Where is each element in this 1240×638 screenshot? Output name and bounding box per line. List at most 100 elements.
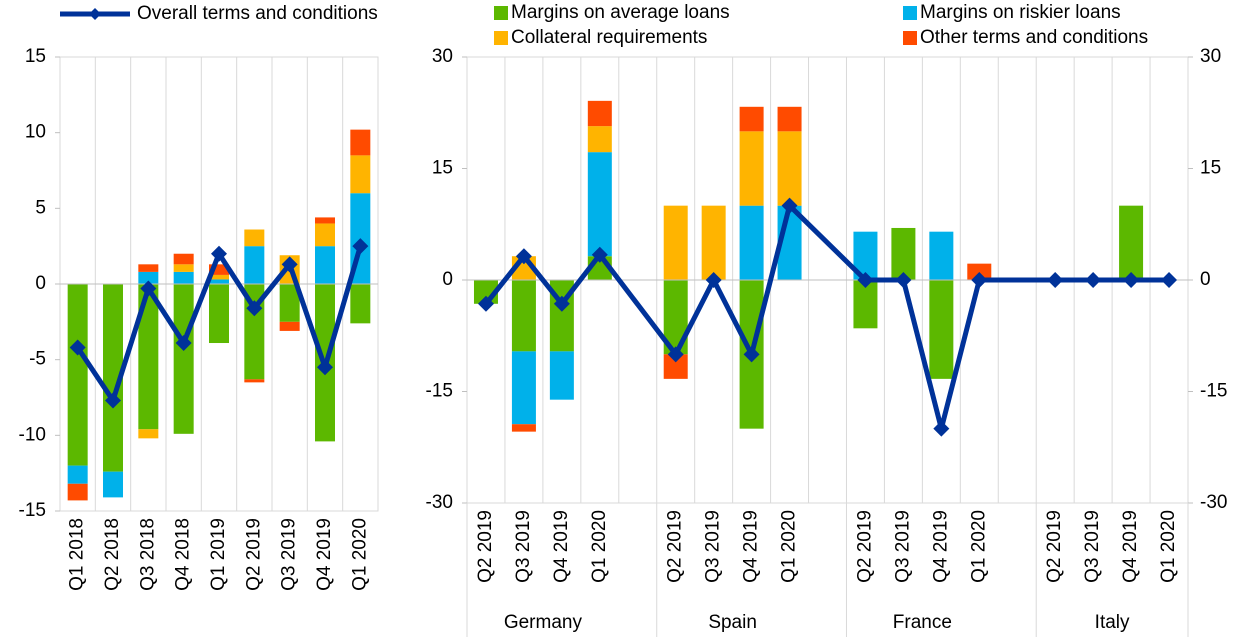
bar-segment bbox=[663, 205, 688, 280]
line-marker bbox=[971, 272, 988, 288]
y2-tick-label: -15 bbox=[1200, 381, 1227, 402]
line-marker bbox=[781, 197, 798, 214]
bar-segment bbox=[173, 271, 194, 284]
line-marker bbox=[1047, 272, 1064, 288]
y-tick-label: 15 bbox=[25, 46, 46, 67]
line-marker bbox=[743, 346, 760, 363]
y-tick-label: 0 bbox=[442, 269, 453, 290]
bar-segment bbox=[279, 321, 300, 331]
legend-label: Margins on riskier loans bbox=[920, 2, 1121, 23]
bar-segment bbox=[138, 284, 159, 430]
bar-segment bbox=[1119, 205, 1144, 280]
line-marker bbox=[705, 272, 722, 288]
bar-segment bbox=[315, 217, 335, 224]
x-tick-label: Q1 2020 bbox=[1158, 510, 1179, 583]
x-tick-label: Q4 2018 bbox=[173, 518, 194, 591]
bar-segment bbox=[209, 279, 229, 284]
bar-segment bbox=[891, 227, 916, 280]
x-tick-label: Q4 2019 bbox=[930, 510, 951, 583]
x-tick-label: Q2 2019 bbox=[475, 510, 496, 583]
bar-segment bbox=[350, 284, 371, 324]
y2-tick-label: 30 bbox=[1200, 46, 1221, 67]
x-tick-label: Q1 2020 bbox=[779, 510, 800, 583]
bar-segment bbox=[103, 284, 123, 472]
legend-swatch bbox=[903, 31, 917, 45]
y-tick-label: 5 bbox=[35, 197, 46, 218]
line-marker bbox=[895, 272, 912, 288]
x-tick-label: Q2 2019 bbox=[665, 510, 686, 583]
bar-segment bbox=[739, 205, 764, 280]
x-tick-label: Q1 2020 bbox=[349, 518, 370, 591]
x-tick-label: Q2 2018 bbox=[102, 518, 123, 591]
bar-segment bbox=[739, 106, 764, 132]
line-marker bbox=[211, 245, 227, 262]
x-tick-label: Q4 2019 bbox=[551, 510, 572, 583]
bar-segment bbox=[587, 152, 612, 257]
legend-label: Overall terms and conditions bbox=[137, 3, 378, 24]
x-tick-label: Q1 2018 bbox=[67, 518, 88, 591]
bar-segment bbox=[777, 106, 802, 132]
bar-segment bbox=[173, 264, 194, 272]
y-tick-label: -30 bbox=[426, 492, 453, 513]
bar-segment bbox=[103, 471, 123, 498]
line-marker bbox=[246, 300, 263, 317]
bar-segment bbox=[244, 229, 265, 247]
y2-tick-label: 15 bbox=[1200, 158, 1221, 179]
legend-swatch bbox=[903, 6, 917, 20]
x-tick-label: Q3 2019 bbox=[279, 518, 300, 591]
bar-segment bbox=[549, 351, 574, 400]
bar-segment bbox=[315, 246, 335, 284]
x-tick-label: Q3 2019 bbox=[513, 510, 534, 583]
legend-marker bbox=[89, 8, 101, 20]
x-tick-label: Q3 2019 bbox=[1082, 510, 1103, 583]
line-marker bbox=[591, 246, 608, 263]
bar-segment bbox=[350, 129, 371, 156]
bar-segment bbox=[67, 465, 88, 484]
bar-segment bbox=[209, 264, 229, 275]
x-tick-label: Q4 2019 bbox=[1120, 510, 1141, 583]
line-series bbox=[484, 203, 1170, 432]
line-marker bbox=[1123, 272, 1140, 288]
line-marker bbox=[281, 256, 298, 273]
group-label: Spain bbox=[708, 612, 757, 633]
bar-segment bbox=[701, 205, 726, 280]
y2-tick-label: -30 bbox=[1200, 492, 1227, 513]
bar-segment bbox=[587, 100, 612, 127]
line-marker bbox=[667, 346, 684, 363]
line-marker bbox=[553, 295, 570, 312]
legend-label: Other terms and conditions bbox=[920, 27, 1148, 48]
bar-segment bbox=[244, 379, 265, 383]
line-marker bbox=[140, 280, 157, 297]
bar-segment bbox=[929, 231, 954, 280]
y-tick-label: 30 bbox=[432, 46, 453, 67]
bar-segment bbox=[739, 131, 764, 206]
x-tick-label: Q1 2019 bbox=[208, 518, 229, 591]
bar-segment bbox=[350, 155, 371, 194]
bar-segment bbox=[279, 284, 300, 322]
bar-segment bbox=[511, 351, 536, 425]
legend-label: Collateral requirements bbox=[511, 27, 707, 48]
line-marker bbox=[1085, 272, 1102, 288]
x-tick-label: Q1 2020 bbox=[589, 510, 610, 583]
bar-segment bbox=[853, 280, 878, 329]
legend-swatch bbox=[494, 6, 508, 20]
x-tick-label: Q1 2020 bbox=[968, 510, 989, 583]
group-label: France bbox=[893, 612, 952, 633]
line-marker bbox=[69, 339, 86, 356]
group-label: Germany bbox=[504, 612, 583, 633]
x-tick-label: Q2 2019 bbox=[854, 510, 875, 583]
y-tick-label: -5 bbox=[29, 349, 46, 370]
bar-segment bbox=[67, 284, 88, 466]
line-marker bbox=[515, 248, 532, 265]
group-label: Italy bbox=[1095, 612, 1130, 633]
y-tick-label: -15 bbox=[19, 500, 46, 521]
bar-segment bbox=[138, 429, 159, 439]
line-marker bbox=[352, 238, 369, 255]
bar-segment bbox=[209, 284, 229, 344]
bar-segment bbox=[511, 280, 536, 352]
line-marker bbox=[175, 335, 192, 352]
line-marker bbox=[933, 420, 950, 437]
bar-segment bbox=[777, 131, 802, 206]
bar-segment bbox=[209, 274, 229, 280]
